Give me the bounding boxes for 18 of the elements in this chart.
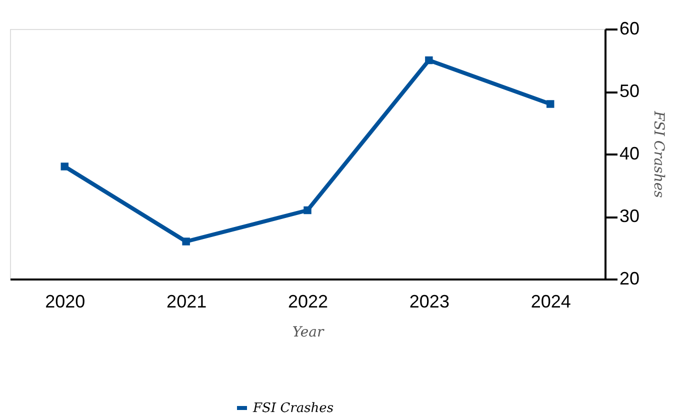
point (425, 56, 433, 64)
x-axis-title: Year (292, 324, 325, 340)
x-tick-label: 2022 (288, 292, 328, 312)
x-tick-label: 2021 (166, 292, 207, 312)
y-tick-label: 20 (620, 268, 640, 288)
y-axis-title: FSI Crashes (650, 110, 667, 198)
y-tick-label: 30 (620, 206, 640, 226)
point (60, 162, 69, 170)
point (546, 100, 554, 108)
point (304, 206, 312, 214)
x-tick-label: 2023 (409, 292, 450, 312)
legend-label: FSI Crashes (252, 401, 334, 413)
y-tick-label: 40 (620, 144, 640, 164)
y-tick-label: 60 (620, 18, 640, 38)
y-tick-label: 50 (620, 81, 640, 101)
x-tick-label: 2024 (530, 292, 571, 312)
x-tick-label: 2020 (45, 292, 86, 312)
point (182, 238, 190, 246)
